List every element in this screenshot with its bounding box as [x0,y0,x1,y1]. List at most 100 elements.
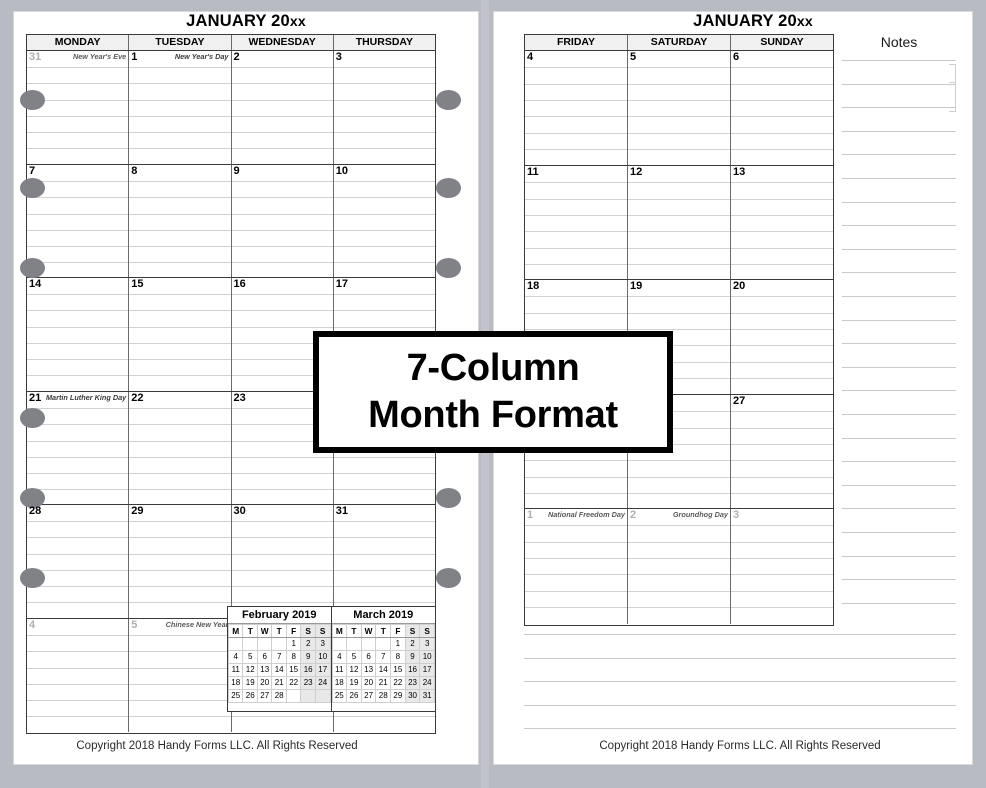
mini-calendar: March 2019 M T W T F S S 1 2 3 4 5 6 7 8 9 10 11 12 13 14 15 16… [331,607,435,711]
note-rule-line [842,461,956,463]
mini-calendar-title: February 2019 [228,607,331,624]
day-cell-5[interactable]: 5 Chinese New Year [129,618,232,732]
left-month-title-text: JANUARY 20 [186,12,290,30]
writing-lines [628,280,730,394]
day-number: 3 [335,51,342,63]
day-number: 15 [131,278,144,290]
day-cell-3[interactable]: 3 [731,509,833,624]
mini-day-cell: 7 [375,650,392,664]
day-cell-21[interactable]: 21 Martin Luther King Day [27,391,130,504]
writing-lines [231,165,333,278]
mini-dow-3: T [271,624,287,638]
mini-day-cell: 12 [346,663,362,677]
holiday-label: Chinese New Year [165,619,229,629]
day-number: 27 [733,394,746,407]
mini-day-cell [375,637,392,651]
day-cell-22[interactable]: 22 [129,391,232,504]
day-cell-2[interactable]: 2 [231,51,334,164]
mini-dow-5: S [300,624,316,638]
day-cell-4[interactable]: 4 [27,618,130,733]
note-rule-line [842,83,956,85]
day-cell-10[interactable]: 10 [333,165,435,278]
overlay-line-2: Month Format [368,394,618,436]
mini-dow-6: S [314,624,331,638]
day-cell-19[interactable]: 19 [628,280,731,394]
mini-day-cell [256,637,273,651]
day-cell-15[interactable]: 15 [129,278,232,391]
note-rule-line [842,414,956,415]
day-header-tuesday: TUESDAY [129,35,232,50]
writing-lines [129,165,231,278]
note-rule-line [842,178,956,179]
punch-hole-5 [436,488,461,508]
note-rule-line-wide [524,681,956,683]
day-cell-5[interactable]: 5 [628,51,731,165]
mini-dow-6: S [419,624,435,638]
note-rule-line [842,390,956,392]
mini-dow-2: W [256,624,273,638]
mini-dow-5: S [404,624,421,638]
day-cell-28[interactable]: 28 [27,505,130,618]
writing-lines [333,51,435,164]
writing-lines [731,166,833,280]
day-cell-4[interactable]: 4 [525,51,628,165]
note-rule-line [842,154,956,156]
day-cell-31[interactable]: 31 [333,505,435,618]
writing-lines [27,619,129,733]
mini-calendar-title: March 2019 [331,607,435,624]
mini-day-cell [242,637,258,651]
day-number: 17 [335,278,348,290]
day-cell-13[interactable]: 13 [731,166,833,280]
mini-day-cell: 23 [300,676,316,690]
mini-day-cell: 6 [360,650,377,664]
right-month-title-text: JANUARY 20 [693,12,797,30]
day-cell-6[interactable]: 6 [731,51,833,165]
mini-day-cell [346,637,362,651]
day-cell-1[interactable]: 1 National Freedom Day [525,509,628,624]
day-cell-20[interactable]: 20 [731,280,833,394]
day-number: 8 [131,164,138,177]
day-cell-29[interactable]: 29 [129,505,232,618]
day-number: 3 [733,509,740,521]
day-cell-31[interactable]: 31 New Year's Eve [27,51,130,164]
holiday-label: Martin Luther King Day [45,392,127,402]
day-cell-3[interactable]: 3 [333,51,435,164]
mini-day-cell: 28 [271,689,287,703]
note-rule-line [842,60,956,61]
mini-dow-4: F [390,624,406,638]
day-cell-2[interactable]: 2 Groundhog Day [628,509,731,624]
page-tab-notch-icon-2 [949,82,956,112]
format-overlay-label: 7-Column Month Format [313,331,673,453]
writing-lines [129,505,231,618]
writing-lines [231,392,333,505]
day-cell-9[interactable]: 9 [231,164,334,278]
mini-day-cell: 16 [300,663,316,677]
day-cell-12[interactable]: 12 [628,165,731,279]
notes-ruled-lines[interactable] [842,60,956,626]
mini-day-cell: 13 [256,663,273,677]
mini-day-cell: 19 [346,676,362,690]
punch-hole-5 [20,488,45,508]
day-cell-27[interactable]: 27 [731,395,833,509]
notes-ruled-lines-wide[interactable] [524,634,956,730]
day-cell-30[interactable]: 30 [231,505,334,618]
day-cell-11[interactable]: 11 [525,165,628,279]
note-rule-line [842,532,956,533]
mini-day-cell: 22 [285,676,302,690]
writing-lines [333,165,435,278]
day-cell-8[interactable]: 8 [129,164,232,278]
mini-day-cell: 27 [256,689,273,703]
mini-day-cell: 18 [331,676,348,690]
day-number: 23 [233,391,246,404]
mini-dow-4: F [285,624,302,638]
week-row: 4 5 6 [525,51,833,166]
week-row: 31 New Year's Eve 1 New Year's Day 2 3 [27,51,435,165]
day-cell-1[interactable]: 1 New Year's Day [129,51,232,164]
day-header-monday: MONDAY [27,35,130,50]
mini-day-cell: 3 [314,637,331,651]
day-cell-14[interactable]: 14 [27,278,130,391]
mini-day-cell: 2 [404,637,421,651]
day-cell-7[interactable]: 7 [27,164,130,277]
note-rule-line [842,579,956,581]
mini-day-cell: 20 [360,676,377,690]
